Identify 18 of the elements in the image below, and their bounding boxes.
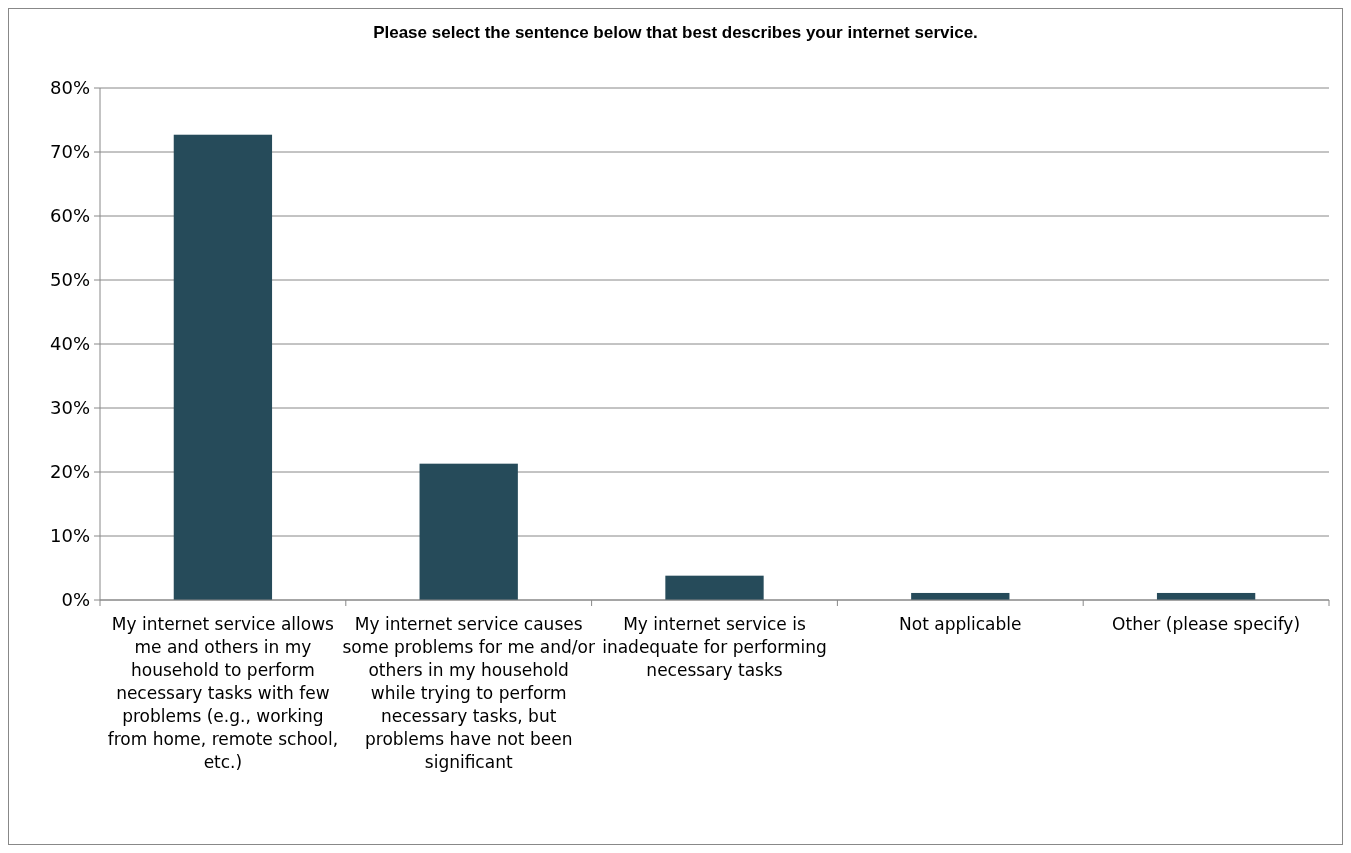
y-tick-label: 70% xyxy=(49,141,90,163)
bar xyxy=(419,463,518,600)
y-tick-label: 60% xyxy=(49,205,90,227)
x-tick-label: My internet service causes some problems for me and/or others in my household while trying to perform necessary tasks, but problems have not been significant xyxy=(342,614,595,772)
x-tick-label: Other (please specify) xyxy=(1112,614,1301,634)
y-tick-label: 30% xyxy=(49,397,90,419)
x-tick-label: My internet service allows me and others in my household to perform necessary tasks with few problems (e.g., working from home, remote school, etc.) xyxy=(107,614,339,772)
y-tick-label: 20% xyxy=(49,461,90,483)
x-tick-label: My internet service is inadequate for performing necessary tasks xyxy=(602,614,827,680)
bar xyxy=(173,134,273,600)
y-tick-label: 0% xyxy=(61,589,90,611)
bar xyxy=(665,575,764,600)
chart-title: Please select the sentence below that best describes your internet service. xyxy=(373,23,978,42)
y-tick-label: 50% xyxy=(49,269,90,291)
y-tick-label: 10% xyxy=(49,525,90,547)
x-tick-label: Not applicable xyxy=(899,614,1022,634)
y-tick-label: 80% xyxy=(49,77,90,99)
y-tick-label: 40% xyxy=(49,333,90,355)
